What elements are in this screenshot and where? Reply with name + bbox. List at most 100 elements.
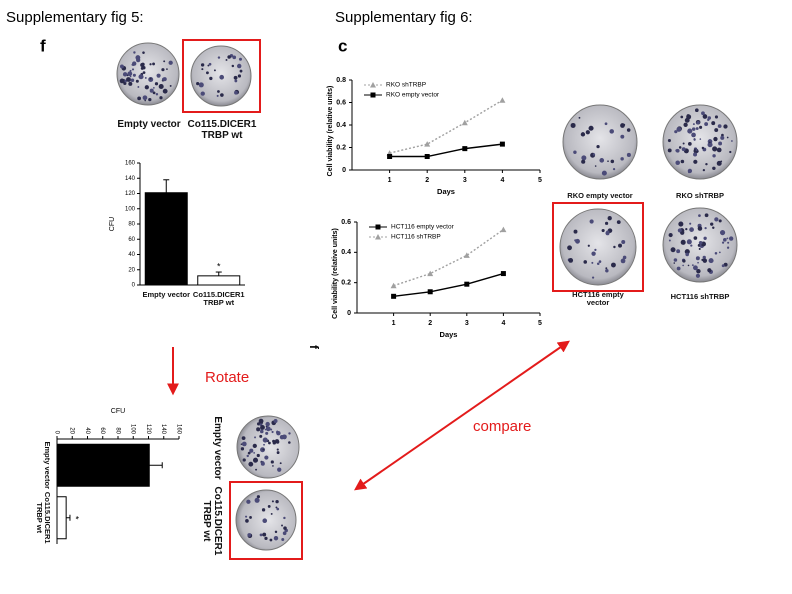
colony — [716, 147, 722, 153]
colony — [246, 454, 249, 458]
colony — [148, 97, 152, 102]
colony — [198, 82, 204, 88]
colony — [128, 81, 133, 86]
colony — [689, 222, 692, 225]
colony — [677, 228, 682, 233]
colony — [581, 159, 586, 164]
y-tick-label: 140 — [125, 176, 136, 182]
colony — [216, 94, 219, 97]
colony — [144, 99, 147, 102]
colony — [573, 150, 577, 154]
colony — [667, 148, 672, 153]
colony — [691, 132, 696, 138]
colony — [573, 229, 578, 234]
colony — [275, 499, 279, 504]
colony — [684, 249, 690, 255]
x-tick-label: 3 — [465, 320, 469, 327]
colony — [613, 245, 616, 249]
colony — [208, 62, 212, 66]
dish-body — [662, 104, 738, 180]
marker — [390, 282, 397, 289]
colony — [694, 108, 699, 113]
x-axis-label: Days — [440, 330, 458, 339]
colony — [687, 264, 690, 267]
series-line — [393, 229, 504, 287]
fig6-heading: Supplementary fig 6: — [335, 9, 473, 26]
colony — [258, 418, 264, 424]
colony — [712, 166, 716, 171]
colony — [279, 435, 285, 440]
colony — [568, 258, 574, 263]
colony — [162, 77, 166, 81]
colony — [249, 516, 252, 519]
colony — [169, 84, 172, 87]
y-tick-label: 120 — [125, 191, 136, 197]
colony — [241, 441, 247, 447]
colony — [695, 148, 698, 151]
dish-label-box: Empty vector — [117, 120, 180, 130]
colony — [604, 221, 609, 225]
colony — [683, 122, 688, 127]
x-tick-label: 1 — [392, 320, 396, 327]
colony — [713, 136, 718, 142]
colony — [698, 240, 703, 245]
colony — [581, 155, 587, 161]
colony — [217, 90, 220, 93]
colony — [271, 430, 274, 434]
colony — [200, 63, 205, 67]
colony — [255, 468, 258, 471]
colony — [159, 96, 163, 100]
colony — [262, 437, 268, 443]
colony — [698, 214, 701, 218]
petri-dish — [236, 415, 300, 479]
colony — [607, 160, 609, 163]
colony — [688, 171, 690, 174]
colony — [154, 82, 159, 86]
colony — [267, 505, 271, 508]
colony — [578, 116, 581, 119]
x-tick-label-box: Empty vector — [142, 291, 190, 298]
colony — [718, 251, 721, 254]
colony — [237, 74, 242, 78]
y-tick-label: 0.6 — [336, 99, 346, 106]
colony — [281, 524, 283, 527]
dish-label: RKO empty vector — [567, 192, 633, 200]
legend-marker — [370, 82, 376, 88]
colony — [168, 60, 173, 65]
colony — [695, 273, 701, 278]
colony — [245, 515, 248, 518]
colony — [712, 154, 716, 158]
colony — [714, 252, 718, 255]
colony — [273, 418, 278, 423]
colony — [574, 239, 577, 242]
colony — [693, 265, 698, 271]
colony — [693, 138, 696, 141]
fig5-heading: Supplementary fig 5: — [6, 9, 144, 26]
colony — [119, 78, 125, 84]
colony — [680, 239, 686, 245]
y-tick-label: 0.2 — [341, 280, 351, 287]
colony — [726, 136, 729, 139]
marker — [462, 146, 468, 152]
colony — [721, 264, 725, 268]
line-chart: 0 0.2 0.4 0.6 1 2 3 4 5 Days Cell viability (relat… — [332, 219, 542, 339]
colony — [620, 134, 625, 139]
colony — [158, 83, 164, 90]
y-tick-label: 20 — [128, 267, 135, 273]
legend-marker — [375, 224, 381, 230]
colony — [131, 63, 134, 66]
colony — [691, 264, 694, 267]
dish-label: Empty vector — [212, 416, 222, 480]
marker — [424, 154, 430, 159]
colony — [232, 55, 237, 60]
colony — [138, 74, 144, 80]
colony — [265, 421, 270, 427]
colony — [702, 255, 706, 260]
legend-label: RKO empty vector — [386, 92, 440, 99]
fig5-panel: Empty vector Co115.DICER1 TRBP wt02040608… — [109, 39, 261, 306]
colony — [714, 128, 719, 133]
colony — [696, 121, 700, 125]
dish-label: HCT116 empty vector — [572, 291, 624, 307]
colony — [227, 55, 231, 59]
colony — [219, 74, 225, 80]
